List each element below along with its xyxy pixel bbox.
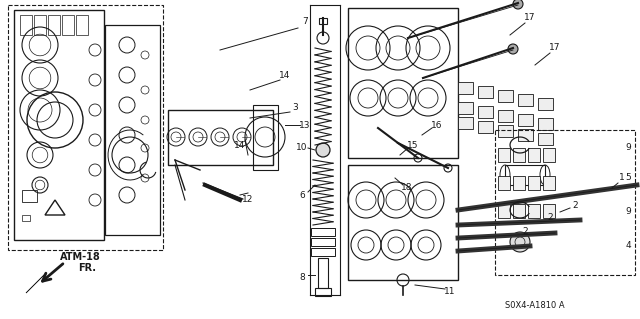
Text: 17: 17 [549,43,561,53]
Bar [311,228,335,236]
Bar [498,148,510,162]
Bar [543,204,555,218]
Bar [315,288,331,296]
Bar [22,215,30,221]
Text: ATM-18: ATM-18 [60,252,100,262]
Polygon shape [26,273,46,293]
Circle shape [508,44,518,54]
Bar [8,5,163,250]
Text: 17: 17 [524,13,536,23]
Bar [505,165,545,185]
Text: 15: 15 [407,140,419,150]
Bar [498,125,513,137]
Bar [34,15,46,35]
Text: 9: 9 [625,144,631,152]
Bar [495,130,635,275]
Bar [498,110,513,122]
Bar [478,86,493,98]
Bar [458,117,473,129]
Text: 6: 6 [299,190,305,199]
Bar [518,94,533,106]
Bar [348,8,458,158]
Bar [543,148,555,162]
Bar [528,176,540,190]
Text: 8: 8 [299,273,305,283]
Bar [168,110,273,165]
Bar [513,148,525,162]
Bar [76,15,88,35]
Bar [48,15,60,35]
Bar [528,148,540,162]
Bar [538,98,553,110]
Text: 5: 5 [625,174,631,182]
Bar [458,102,473,114]
Bar [498,90,513,102]
Bar [20,15,32,35]
Bar [543,176,555,190]
Bar [62,15,74,35]
Text: 2: 2 [522,227,528,236]
Text: 7: 7 [302,18,308,26]
Circle shape [510,232,530,252]
Text: 1: 1 [619,174,625,182]
Text: 4: 4 [625,241,631,249]
Bar [253,105,278,170]
Bar [538,118,553,130]
Text: 9: 9 [625,207,631,217]
Text: 12: 12 [243,196,253,204]
Bar [498,176,510,190]
Text: 14: 14 [279,70,291,79]
Text: 13: 13 [300,121,311,130]
Circle shape [316,143,330,157]
Bar [518,114,533,126]
Bar [105,25,160,235]
Circle shape [513,0,523,9]
Bar [458,82,473,94]
Text: 3: 3 [292,103,298,113]
Bar [498,204,510,218]
Bar [538,133,553,145]
Text: 11: 11 [444,287,456,296]
Text: S0X4-A1810 A: S0X4-A1810 A [505,300,565,309]
Text: 18: 18 [401,183,413,192]
Bar [518,129,533,141]
Bar [311,248,335,256]
Text: 2: 2 [547,213,553,222]
Bar [14,10,104,240]
Bar [513,176,525,190]
Text: 2: 2 [572,201,578,210]
Bar [311,238,335,246]
Bar [478,106,493,118]
Bar [318,258,328,288]
Text: 14: 14 [234,140,246,150]
Text: FR.: FR. [78,263,96,273]
Bar [319,18,327,24]
Bar [348,165,458,280]
Bar [513,204,525,218]
Bar [528,204,540,218]
Text: 16: 16 [431,121,443,130]
Bar [22,190,37,202]
Text: 10: 10 [296,144,308,152]
Bar [478,121,493,133]
